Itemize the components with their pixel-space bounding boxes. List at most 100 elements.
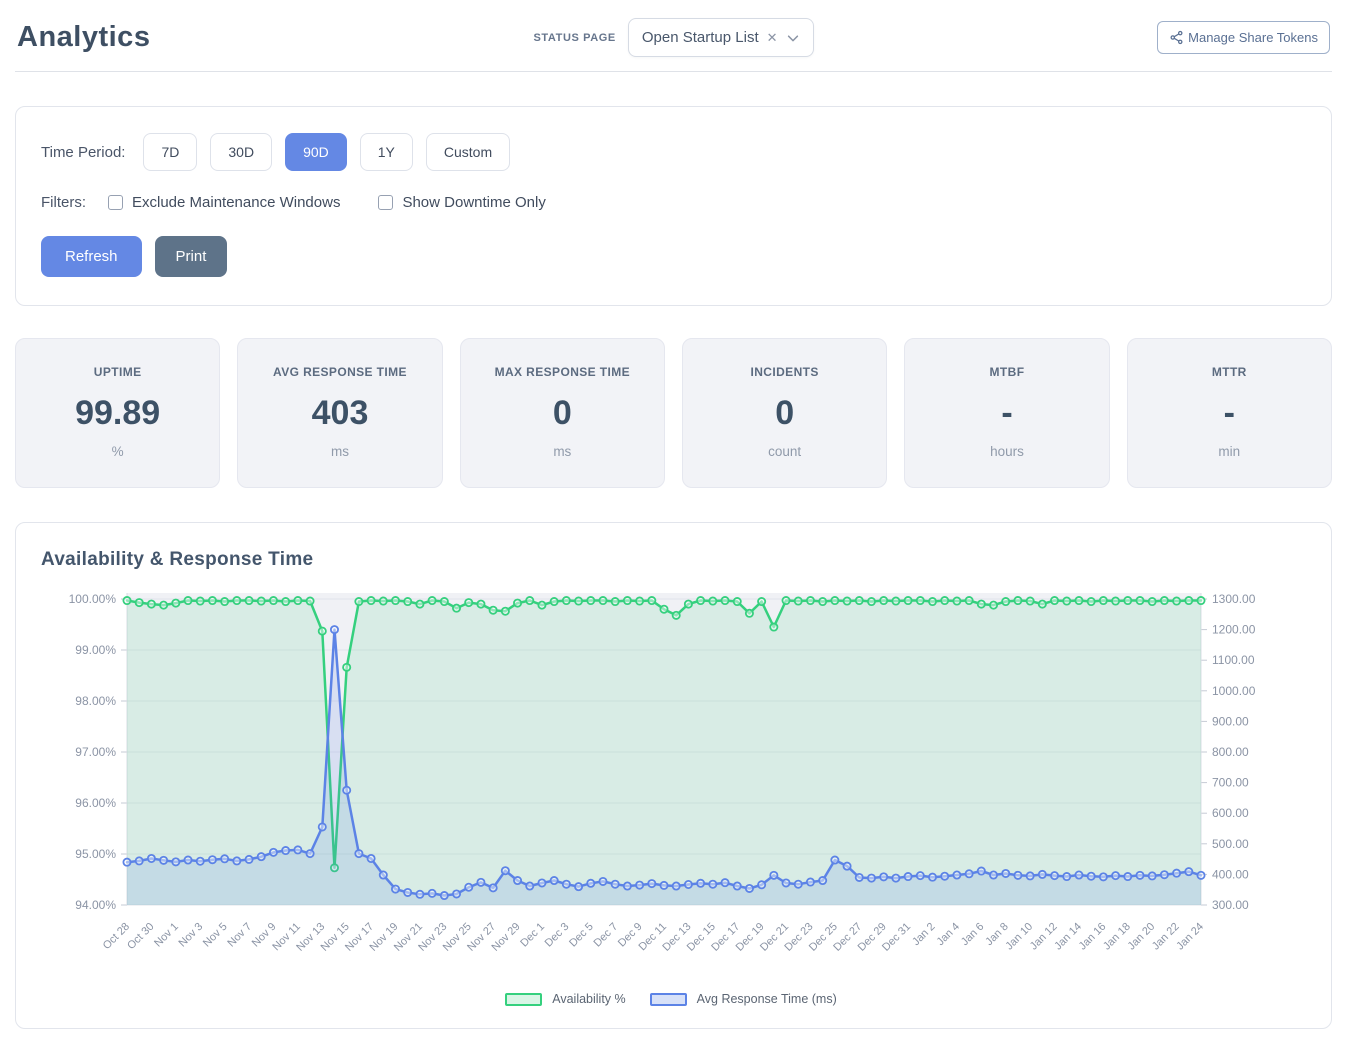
status-page-group: STATUS PAGE Open Startup List ✕ bbox=[533, 18, 814, 57]
period-button-90d[interactable]: 90D bbox=[285, 133, 347, 171]
svg-text:900.00: 900.00 bbox=[1212, 714, 1249, 728]
stat-card-mtbf: MTBF - hours bbox=[904, 338, 1110, 488]
svg-text:100.00%: 100.00% bbox=[69, 592, 117, 606]
svg-text:95.00%: 95.00% bbox=[75, 847, 116, 861]
stat-value: 99.89 bbox=[75, 394, 161, 432]
exclude-maintenance-checkbox[interactable] bbox=[108, 195, 123, 210]
response-time-legend-swatch bbox=[649, 992, 687, 1006]
svg-text:96.00%: 96.00% bbox=[75, 796, 116, 810]
stat-card-uptime: UPTIME 99.89 % bbox=[15, 338, 221, 488]
time-period-row: Time Period: 7D 30D 90D 1Y Custom bbox=[41, 133, 1306, 171]
status-page-label: STATUS PAGE bbox=[533, 31, 616, 44]
actions-row: Refresh Print bbox=[41, 236, 1306, 277]
period-buttons: 7D 30D 90D 1Y Custom bbox=[143, 133, 511, 171]
svg-text:98.00%: 98.00% bbox=[75, 694, 116, 708]
stat-label: MAX RESPONSE TIME bbox=[494, 365, 631, 379]
page-header: Analytics STATUS PAGE Open Startup List … bbox=[15, 14, 1332, 71]
chart-wrap: 100.00% 99.00% 98.00% 97.00% 96.00% 95.00% 94.… bbox=[41, 587, 1315, 990]
filter-exclude-maintenance[interactable]: Exclude Maintenance Windows bbox=[108, 194, 340, 211]
svg-text:800.00: 800.00 bbox=[1212, 745, 1249, 759]
svg-text:97.00%: 97.00% bbox=[75, 745, 116, 759]
show-downtime-checkbox[interactable] bbox=[378, 195, 394, 210]
svg-text:94.00%: 94.00% bbox=[75, 898, 116, 912]
chart-legend: Availability % Avg Response Time (ms) bbox=[41, 992, 1315, 1006]
svg-text:300.00: 300.00 bbox=[1212, 898, 1249, 912]
filter-show-downtime[interactable]: Show Downtime Only bbox=[378, 194, 546, 211]
period-button-30d[interactable]: 30D bbox=[210, 133, 273, 171]
svg-text:Jan 24: Jan 24 bbox=[1174, 921, 1206, 953]
svg-text:Oct 30: Oct 30 bbox=[125, 921, 156, 952]
availability-legend-swatch bbox=[505, 992, 543, 1006]
stat-label: MTTR bbox=[1211, 365, 1247, 379]
svg-text:99.00%: 99.00% bbox=[75, 643, 116, 657]
svg-text:Jan 2: Jan 2 bbox=[910, 921, 938, 949]
exclude-maintenance-label: Exclude Maintenance Windows bbox=[132, 194, 341, 211]
stat-value: 403 bbox=[311, 394, 369, 432]
controls-panel: Time Period: 7D 30D 90D 1Y Custom Filter… bbox=[15, 106, 1332, 306]
stat-card-mttr: MTTR - min bbox=[1126, 338, 1332, 488]
svg-text:Dec 3: Dec 3 bbox=[543, 921, 572, 950]
stat-unit: count bbox=[768, 444, 802, 459]
svg-text:Jan 6: Jan 6 bbox=[959, 921, 987, 949]
page-title: Analytics bbox=[17, 21, 151, 53]
header-divider bbox=[15, 71, 1332, 72]
stat-unit: min bbox=[1218, 444, 1241, 459]
stat-unit: hours bbox=[990, 444, 1024, 459]
svg-text:1300.00: 1300.00 bbox=[1212, 592, 1256, 606]
print-button[interactable]: Print bbox=[154, 236, 228, 277]
svg-text:Jan 4: Jan 4 bbox=[935, 921, 963, 949]
show-downtime-label: Show Downtime Only bbox=[402, 194, 546, 211]
svg-text:500.00: 500.00 bbox=[1212, 837, 1249, 851]
stat-label: AVG RESPONSE TIME bbox=[273, 365, 407, 379]
stat-value: 0 bbox=[552, 394, 572, 432]
availability-legend-label: Availability % bbox=[552, 992, 626, 1006]
svg-text:600.00: 600.00 bbox=[1212, 806, 1249, 820]
svg-text:Dec 1: Dec 1 bbox=[518, 921, 547, 950]
stat-card-incidents: INCIDENTS 0 count bbox=[681, 338, 888, 488]
svg-text:Dec 5: Dec 5 bbox=[567, 921, 596, 950]
stat-unit: ms bbox=[330, 444, 349, 459]
stat-card-max-response: MAX RESPONSE TIME 0 ms bbox=[459, 338, 665, 488]
filters-row: Filters: Exclude Maintenance Windows Sho… bbox=[41, 194, 1306, 211]
status-page-selected-value: Open Startup List bbox=[641, 29, 759, 46]
stat-unit: ms bbox=[553, 444, 572, 459]
filters-label: Filters: bbox=[41, 194, 86, 211]
share-icon bbox=[1170, 30, 1183, 45]
period-button-7d[interactable]: 7D bbox=[143, 133, 198, 171]
stat-value: - bbox=[1223, 394, 1235, 432]
stat-card-avg-response: AVG RESPONSE TIME 403 ms bbox=[237, 338, 443, 488]
period-button-custom[interactable]: Custom bbox=[425, 133, 511, 171]
svg-text:1200.00: 1200.00 bbox=[1212, 623, 1256, 637]
stats-row: UPTIME 99.89 % AVG RESPONSE TIME 403 ms … bbox=[15, 338, 1332, 488]
chevron-down-icon bbox=[787, 34, 798, 41]
clear-selection-icon[interactable]: ✕ bbox=[766, 29, 778, 45]
manage-share-tokens-button[interactable]: Manage Share Tokens bbox=[1157, 21, 1330, 54]
svg-text:400.00: 400.00 bbox=[1212, 867, 1249, 881]
svg-text:1000.00: 1000.00 bbox=[1212, 684, 1256, 698]
chart-panel: Availability & Response Time 100.00% 99.0… bbox=[15, 522, 1332, 1029]
svg-text:Nov 5: Nov 5 bbox=[201, 921, 230, 950]
stat-value: - bbox=[1001, 394, 1013, 432]
header-right: Manage Share Tokens bbox=[814, 21, 1330, 54]
stat-label: INCIDENTS bbox=[750, 365, 819, 379]
svg-text:700.00: 700.00 bbox=[1212, 776, 1249, 790]
svg-text:Nov 7: Nov 7 bbox=[225, 921, 254, 950]
period-button-1y[interactable]: 1Y bbox=[359, 133, 413, 171]
response-time-legend-label: Avg Response Time (ms) bbox=[696, 992, 837, 1006]
header-left: Analytics bbox=[17, 21, 533, 54]
svg-text:Nov 3: Nov 3 bbox=[177, 921, 206, 950]
svg-text:Dec 7: Dec 7 bbox=[591, 921, 620, 950]
manage-share-tokens-label: Manage Share Tokens bbox=[1188, 30, 1318, 45]
stat-value: 0 bbox=[775, 394, 795, 432]
stat-label: MTBF bbox=[989, 365, 1025, 379]
svg-text:1100.00: 1100.00 bbox=[1212, 653, 1255, 667]
availability-response-chart: 100.00% 99.00% 98.00% 97.00% 96.00% 95.00% 94.… bbox=[69, 592, 1256, 954]
status-page-select[interactable]: Open Startup List ✕ bbox=[627, 18, 814, 57]
svg-text:Oct 28: Oct 28 bbox=[101, 921, 132, 952]
stat-unit: % bbox=[111, 444, 124, 459]
svg-text:Nov 1: Nov 1 bbox=[152, 921, 181, 950]
stat-label: UPTIME bbox=[93, 365, 142, 379]
refresh-button[interactable]: Refresh bbox=[41, 236, 142, 277]
time-period-label: Time Period: bbox=[41, 143, 126, 161]
